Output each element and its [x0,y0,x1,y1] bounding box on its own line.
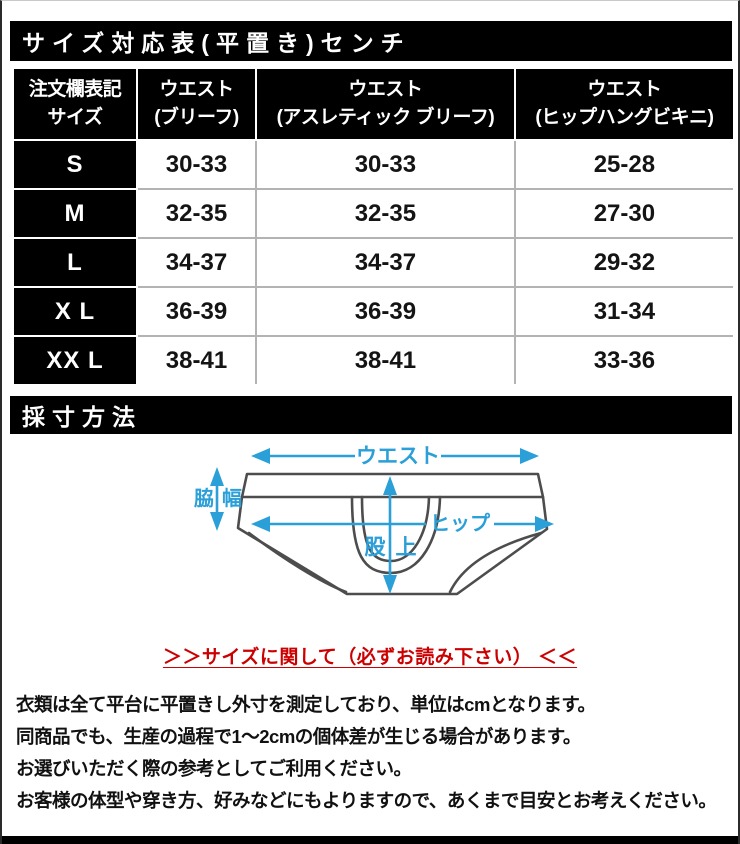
measurement-diagram: ウエスト 脇 幅 股 上 ヒップ [194,445,554,596]
rise-label-right: 上 [396,536,417,559]
value-cell: 30-33 [137,141,255,188]
section-title: 採寸方法 [22,404,142,430]
value-cell: 25-28 [515,141,733,188]
col-header-waist-brief: ウエスト (ブリーフ) [135,67,257,141]
dimension-arrows [210,448,554,594]
col-header-order-size: 注文欄表記 サイズ [12,67,138,141]
size-notice-row: ＞＞サイズに関して（必ずお読み下さい） ＜＜ [2,642,738,669]
section-header-size-table: サイズ対応表(平置き)センチ [10,21,732,61]
section-header-measure-method: 採寸方法 [10,396,732,434]
measurement-notes: 衣類は全て平台に平置きし外寸を測定しており、単位はcmとなります。 同商品でも、… [16,689,732,817]
waist-label: ウエスト [356,445,440,468]
value-cell: 34-37 [137,239,255,286]
section-title: サイズ対応表(平置き)センチ [22,30,411,56]
value-cell: 38-41 [256,337,514,384]
value-cell: 34-37 [256,239,514,286]
waist-arrow [251,448,539,464]
value-cell: 32-35 [256,190,514,237]
size-cell: X L [12,286,138,337]
size-cell: M [12,188,138,239]
size-cell: XX L [12,335,138,386]
size-cell: L [12,237,138,288]
hip-arrow [251,516,554,532]
note-line: 同商品でも、生産の過程で1～2cmの個体差が生じる場合があります。 [16,726,581,747]
rise-arrow [383,476,397,594]
value-cell: 29-32 [515,239,733,286]
col-header-waist-athletic-brief: ウエスト (アスレティック ブリーフ) [254,67,516,141]
rise-label-left: 股 [365,536,387,559]
size-notice-link[interactable]: ＞＞サイズに関して（必ずお読み下さい） ＜＜ [162,647,578,668]
side-width-arrow [210,467,224,531]
value-cell: 31-34 [515,288,733,335]
note-line: お客様の体型や穿き方、好みなどにもよりますので、あくまで目安とお考えください。 [16,790,717,811]
value-cell: 32-35 [137,190,255,237]
value-cell: 27-30 [515,190,733,237]
side-width-label-left: 脇 [194,487,214,510]
side-width-label-right: 幅 [222,487,242,510]
value-cell: 38-41 [137,337,255,384]
size-cell: S [12,139,138,190]
hip-label: ヒップ [430,512,491,535]
note-line: 衣類は全て平台に平置きし外寸を測定しており、単位はcmとなります。 [16,694,596,715]
col-header-waist-hiphang-bikini: ウエスト (ヒップハングビキニ) [513,67,735,141]
value-cell: 36-39 [137,288,255,335]
value-cell: 33-36 [515,337,733,384]
note-line: お選びいただく際の参考としてご利用ください。 [16,758,412,779]
value-cell: 30-33 [256,141,514,188]
size-table: 注文欄表記 サイズ ウエスト (ブリーフ) ウエスト (アスレティック ブリーフ… [12,67,735,386]
value-cell: 36-39 [256,288,514,335]
next-section-bar [2,836,738,844]
